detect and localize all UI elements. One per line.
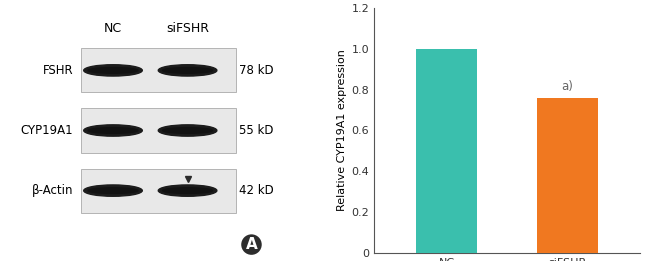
Text: a): a) — [562, 80, 573, 93]
Text: FSHR: FSHR — [42, 64, 73, 77]
Ellipse shape — [84, 65, 142, 76]
Bar — [538, 98, 598, 253]
FancyBboxPatch shape — [81, 169, 235, 213]
Text: siFSHR: siFSHR — [166, 22, 209, 35]
FancyBboxPatch shape — [81, 48, 235, 92]
Text: 42 kD: 42 kD — [239, 184, 274, 197]
Ellipse shape — [162, 128, 213, 133]
Text: 78 kD: 78 kD — [239, 64, 274, 77]
Ellipse shape — [88, 188, 138, 193]
Text: A: A — [246, 237, 257, 252]
Ellipse shape — [88, 128, 138, 133]
Ellipse shape — [84, 185, 142, 196]
Text: CYP19A1: CYP19A1 — [20, 124, 73, 137]
Ellipse shape — [159, 125, 217, 136]
Bar — [417, 49, 477, 253]
Ellipse shape — [88, 68, 138, 73]
Text: β-Actin: β-Actin — [32, 184, 73, 197]
Ellipse shape — [84, 125, 142, 136]
Ellipse shape — [159, 65, 217, 76]
Ellipse shape — [162, 68, 213, 73]
Ellipse shape — [162, 188, 213, 193]
Y-axis label: Relative CYP19A1 expression: Relative CYP19A1 expression — [337, 50, 347, 211]
Text: NC: NC — [104, 22, 122, 35]
Text: 55 kD: 55 kD — [239, 124, 274, 137]
Ellipse shape — [159, 185, 217, 196]
FancyBboxPatch shape — [81, 108, 235, 153]
